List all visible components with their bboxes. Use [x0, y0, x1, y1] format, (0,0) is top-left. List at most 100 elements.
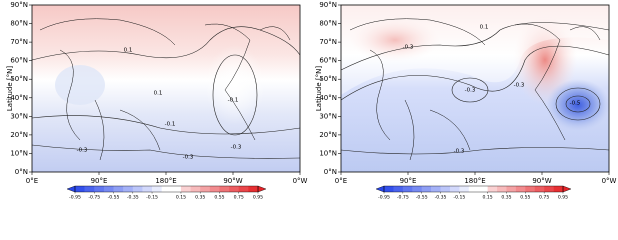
contour-label: 0.1: [480, 25, 489, 31]
colorbar-segment: [478, 186, 488, 192]
colorbar-tick-label: 0.75: [539, 195, 549, 201]
figure: Latitude [°N] 90°N 80°N 70°N 60°N 50°N 40°N 30°…: [6, 1, 617, 201]
y-tick-label: 70°N: [10, 38, 28, 46]
colorbar-segment: [248, 186, 259, 192]
colorbar-extend: [66, 185, 76, 193]
y-axis-label: Latitude [°N]: [6, 66, 14, 112]
y-tick-label: 60°N: [319, 57, 337, 65]
colorbar-segment: [123, 186, 134, 192]
field-feature: [546, 79, 610, 131]
colorbar-segment: [393, 186, 404, 192]
field-feature: [205, 45, 265, 125]
contour-label: -0.3: [403, 45, 414, 51]
y-tick-label: 30°N: [10, 112, 28, 120]
x-tick-label: 180°E: [464, 177, 485, 185]
colorbar-segment: [161, 186, 172, 192]
field-feature: [513, 15, 577, 105]
colorbar-segment: [553, 186, 564, 192]
colorbar-segment: [113, 186, 124, 192]
colorbar-segment: [84, 186, 95, 192]
colorbar-segment: [152, 186, 162, 192]
contour-line: [340, 45, 610, 101]
y-tick-label: 50°N: [10, 75, 28, 83]
colorbar-tick-label: 0.35: [501, 195, 511, 201]
y-tick-label: 10°N: [319, 149, 337, 157]
y-tick-label: 10°N: [10, 149, 28, 157]
colorbar-tick-label: -0.95: [378, 195, 390, 201]
colorbar-tick-label: 0.55: [214, 195, 224, 201]
x-tick-label: 0°E: [26, 177, 38, 185]
field-feature: [350, 18, 440, 62]
contour-label: -0.1: [228, 98, 239, 104]
colorbar-segment: [544, 186, 554, 192]
colorbar-tick-label: 0.55: [520, 195, 530, 201]
contour-label: -0.3: [514, 83, 525, 89]
colorbar-segment: [421, 186, 432, 192]
colorbar-segment: [515, 186, 526, 192]
y-tick-label: 70°N: [319, 38, 337, 46]
y-axis-label: Latitude [°N]: [315, 66, 323, 112]
colorbar-segment: [402, 186, 413, 192]
coastline: [349, 18, 601, 161]
colorbar-segment: [75, 186, 85, 192]
colorbar-segment: [525, 186, 536, 192]
colorbar-segment: [132, 186, 143, 192]
colorbar-segment: [412, 186, 422, 192]
contour-label: -0.1: [165, 122, 176, 128]
contour-line: [565, 95, 591, 113]
x-tick-label: 90°E: [400, 177, 417, 185]
y-tick-label: 90°N: [10, 1, 28, 9]
y-tick-label: 0°N: [15, 168, 28, 176]
contour-line: [31, 26, 301, 61]
x-tick-label: 90°W: [532, 177, 551, 185]
colorbar-segment: [459, 186, 470, 192]
x-tick-label: 0°W: [293, 177, 308, 185]
colorbar-segment: [497, 186, 507, 192]
y-tick-label: 40°N: [319, 94, 337, 102]
y-tick-label: 50°N: [319, 75, 337, 83]
colorbar-tick-label: 0.75: [234, 195, 244, 201]
colorbar-segment: [103, 186, 114, 192]
colorbar-tick-label: -0.95: [69, 195, 81, 201]
contour-line: [340, 22, 610, 71]
panel: Latitude [°N] 90°N 80°N 70°N 60°N 50°N 40°N 30°…: [6, 1, 308, 201]
contour-label: -0.5: [570, 101, 581, 107]
contour-line: [31, 144, 301, 159]
y-tick-label: 40°N: [10, 94, 28, 102]
y-tick-label: 80°N: [10, 20, 28, 28]
colorbar-frame: [74, 185, 259, 193]
y-tick-label: 20°N: [319, 131, 337, 139]
x-tick-label: 0°W: [602, 177, 617, 185]
y-tick-label: 80°N: [319, 20, 337, 28]
colorbar-tick-label: -0.15: [453, 195, 465, 201]
contour-label: -0.3: [183, 155, 194, 161]
colorbar-segment: [468, 186, 479, 192]
colorbar-segment: [142, 186, 153, 192]
colorbar-segment: [190, 186, 201, 192]
contour-line: [340, 147, 610, 155]
panel: Latitude [°N] 90°N 80°N 70°N 60°N 50°N 40°N 30°…: [315, 1, 617, 201]
colorbar-tick-label: -0.75: [397, 195, 409, 201]
colorbar-extend: [375, 185, 385, 193]
colorbar-segment: [200, 186, 211, 192]
colorbar-segment: [534, 186, 545, 192]
contour-label: -0.3: [465, 88, 476, 94]
colorbar-segment: [94, 186, 105, 192]
x-tick-label: 90°W: [223, 177, 242, 185]
y-tick-label: 20°N: [10, 131, 28, 139]
colorbar-tick-label: -0.35: [127, 195, 139, 201]
colorbar-tick-label: -0.75: [88, 195, 100, 201]
colorbar-segment: [180, 186, 191, 192]
colorbar-tick-label: 0.35: [195, 195, 205, 201]
colorbar-extend: [562, 185, 572, 193]
contour-line: [31, 115, 301, 135]
contour-label: -0.3: [77, 148, 88, 154]
coastline: [39, 18, 291, 161]
colorbar-segment: [238, 186, 249, 192]
contour-line: [212, 54, 258, 136]
contour-label: 0.1: [154, 91, 163, 97]
colorbar-segment: [449, 186, 460, 192]
colorbar-segment: [487, 186, 498, 192]
contour-line: [451, 77, 489, 103]
colorbar-segment: [384, 186, 394, 192]
